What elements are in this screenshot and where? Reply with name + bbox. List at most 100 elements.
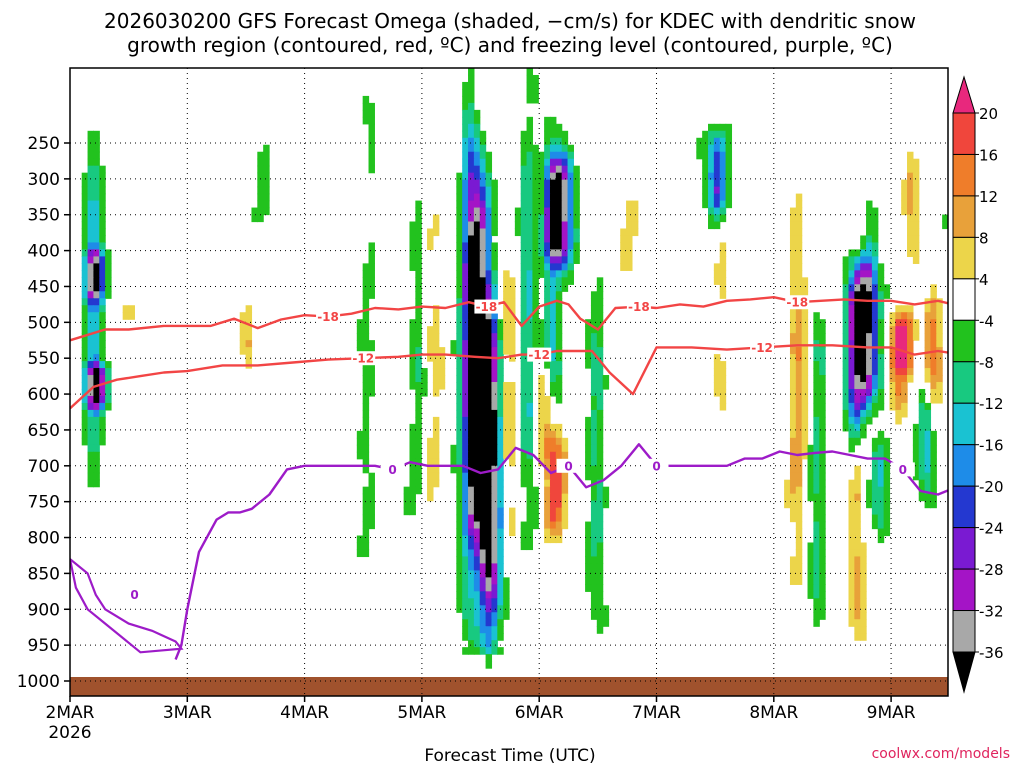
omega-cell [813,612,820,620]
omega-cell [87,165,95,174]
omega-cell [462,563,469,571]
omega-cell [713,186,721,195]
omega-cell [848,361,855,369]
omega-cell [544,123,551,132]
omega-cell [631,221,639,230]
omega-cell [520,458,528,467]
omega-cell [901,354,908,362]
omega-cell [918,416,926,425]
omega-cell [456,200,463,209]
omega-cell [848,382,855,390]
omega-cell [479,493,487,502]
omega-cell [368,291,375,299]
omega-cell [912,444,920,453]
omega-cell [81,235,89,244]
omega-cell [544,444,551,453]
omega-cell [848,479,855,488]
omega-cell [907,193,914,202]
omega-cell [105,402,112,411]
omega-cell [485,326,493,334]
omega-cell [520,333,528,341]
omega-cell [784,486,791,495]
omega-cell [590,465,598,474]
omega-cell [544,228,551,237]
omega-cell [702,158,709,167]
omega-cell [544,319,551,327]
omega-cell [409,465,416,474]
omega-cell [456,486,463,495]
omega-cell [99,207,106,216]
credit-link[interactable]: coolwx.com/models [872,746,1010,762]
omega-cell [860,577,867,585]
omega-cell [889,340,896,348]
omega-cell [596,584,604,592]
omega-cell [356,535,364,544]
omega-cell [854,284,861,292]
omega-cell [356,542,364,551]
omega-cell [877,284,885,292]
omega-cell [620,249,627,257]
omega-cell [473,242,481,251]
omega-cell [93,354,100,362]
omega-cell [473,123,481,132]
omega-cell [462,612,469,620]
omega-cell [936,326,943,334]
omega-cell [567,249,574,257]
omega-cell [497,577,504,585]
omega-cell [573,228,580,237]
omega-cell [936,305,943,313]
omega-cell [81,256,89,264]
omega-cell [860,333,867,341]
omega-cell [561,200,569,209]
omega-cell [520,368,528,376]
omega-cell [409,256,416,264]
omega-cell [789,333,797,341]
omega-cell [468,228,475,237]
omega-cell [415,242,422,251]
omega-cell [468,584,475,592]
omega-cell [842,347,850,355]
omega-cell [848,605,855,613]
omega-cell [549,361,557,369]
omega-cell [573,214,580,223]
omega-cell [561,214,569,223]
omega-cell [462,556,469,565]
freezing-level-loop-label: 0 [130,588,138,602]
omega-cell [456,298,463,306]
omega-cell [485,507,493,516]
omega-cell [871,270,879,278]
omega-cell [462,116,469,125]
omega-cell [497,326,504,334]
omega-cell [462,647,469,655]
omega-cell [99,291,106,299]
omega-cell [866,221,873,230]
omega-cell [456,472,463,481]
omega-cell [549,493,557,502]
omega-cell [81,354,89,362]
omega-cell [485,570,493,578]
freezing-level-label: 0 [388,463,396,477]
dgz-minus18-label: -18 [786,296,808,310]
omega-cell [93,193,100,202]
omega-cell [520,207,528,216]
omega-cell [871,235,879,244]
omega-cell [473,409,481,418]
omega-cell [848,305,855,313]
omega-cell [99,430,106,439]
omega-cell [866,249,873,257]
omega-cell [538,179,545,188]
omega-cell [708,130,715,139]
omega-cell [462,270,469,278]
omega-cell [924,326,932,334]
omega-cell [485,500,493,509]
omega-cell [456,284,463,292]
omega-cell [871,347,879,355]
omega-cell [462,514,469,523]
omega-cell [538,326,545,334]
omega-cell [795,277,803,285]
omega-cell [842,388,850,397]
colorbar-swatch [952,75,976,114]
omega-cell [871,291,879,299]
omega-cell [889,382,896,390]
omega-cell [93,444,100,453]
